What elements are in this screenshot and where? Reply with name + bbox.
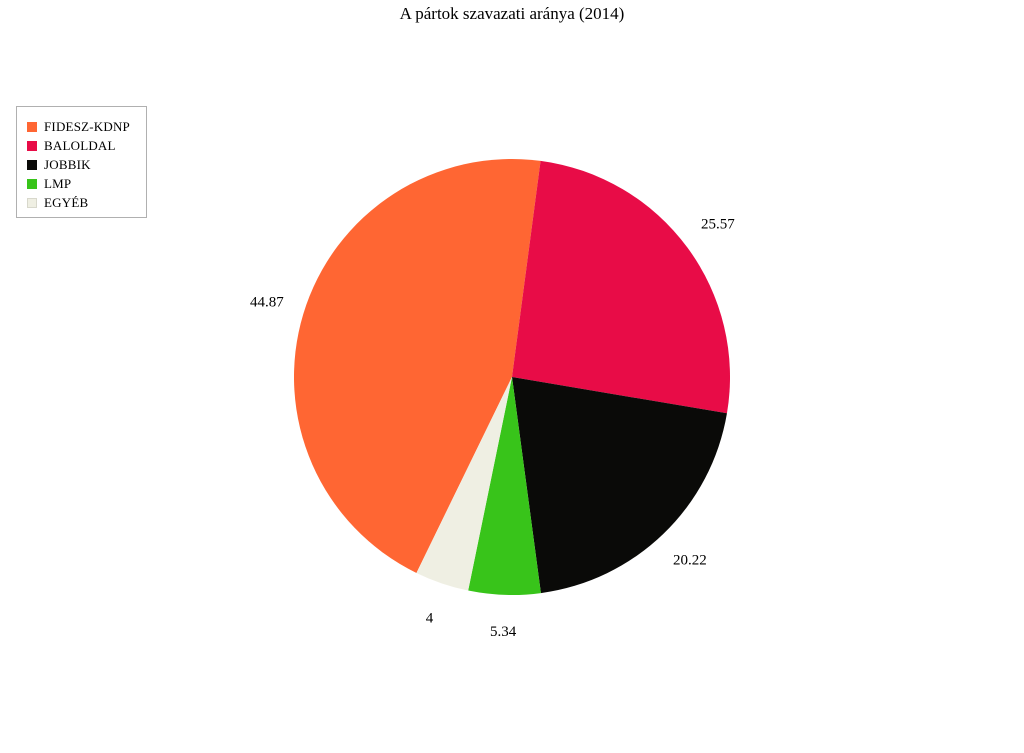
slice-value-label-baloldal: 25.57 [701,216,735,232]
pie-slice-egyeb [416,377,512,591]
legend-label-baloldal: BALOLDAL [44,137,116,153]
legend-label-fidesz-kdnp: FIDESZ-KDNP [44,118,130,134]
legend-item-fidesz-kdnp: FIDESZ-KDNP [27,117,146,136]
slice-value-label-fidesz-kdnp: 44.87 [250,295,284,311]
legend-label-jobbik: JOBBIK [44,156,91,172]
slice-value-label-egyeb: 4 [426,611,434,627]
legend-item-jobbik: JOBBIK [27,155,146,174]
legend-swatch-lmp [27,178,37,189]
legend-swatch-baloldal [27,140,37,151]
chart-title: A pártok szavazati aránya (2014) [399,4,625,23]
legend-swatch-jobbik [27,159,37,170]
legend: FIDESZ-KDNP BALOLDAL JOBBIK LMP EGYÉB [16,106,147,218]
legend-label-egyeb: EGYÉB [44,194,89,210]
pie-slice-baloldal [512,160,731,414]
legend-item-egyeb: EGYÉB [27,193,146,212]
slice-value-label-jobbik: 20.22 [673,553,707,569]
legend-label-lmp: LMP [44,175,72,191]
pie-slice-fidesz-kdnp [293,158,541,573]
legend-swatch-fidesz-kdnp [27,121,37,132]
legend-item-baloldal: BALOLDAL [27,136,146,155]
pie-slice-jobbik [512,377,727,594]
pie-slice-lmp [468,377,541,595]
legend-swatch-egyeb [27,197,37,208]
legend-item-lmp: LMP [27,174,146,193]
slice-value-label-lmp: 5.34 [490,624,517,640]
